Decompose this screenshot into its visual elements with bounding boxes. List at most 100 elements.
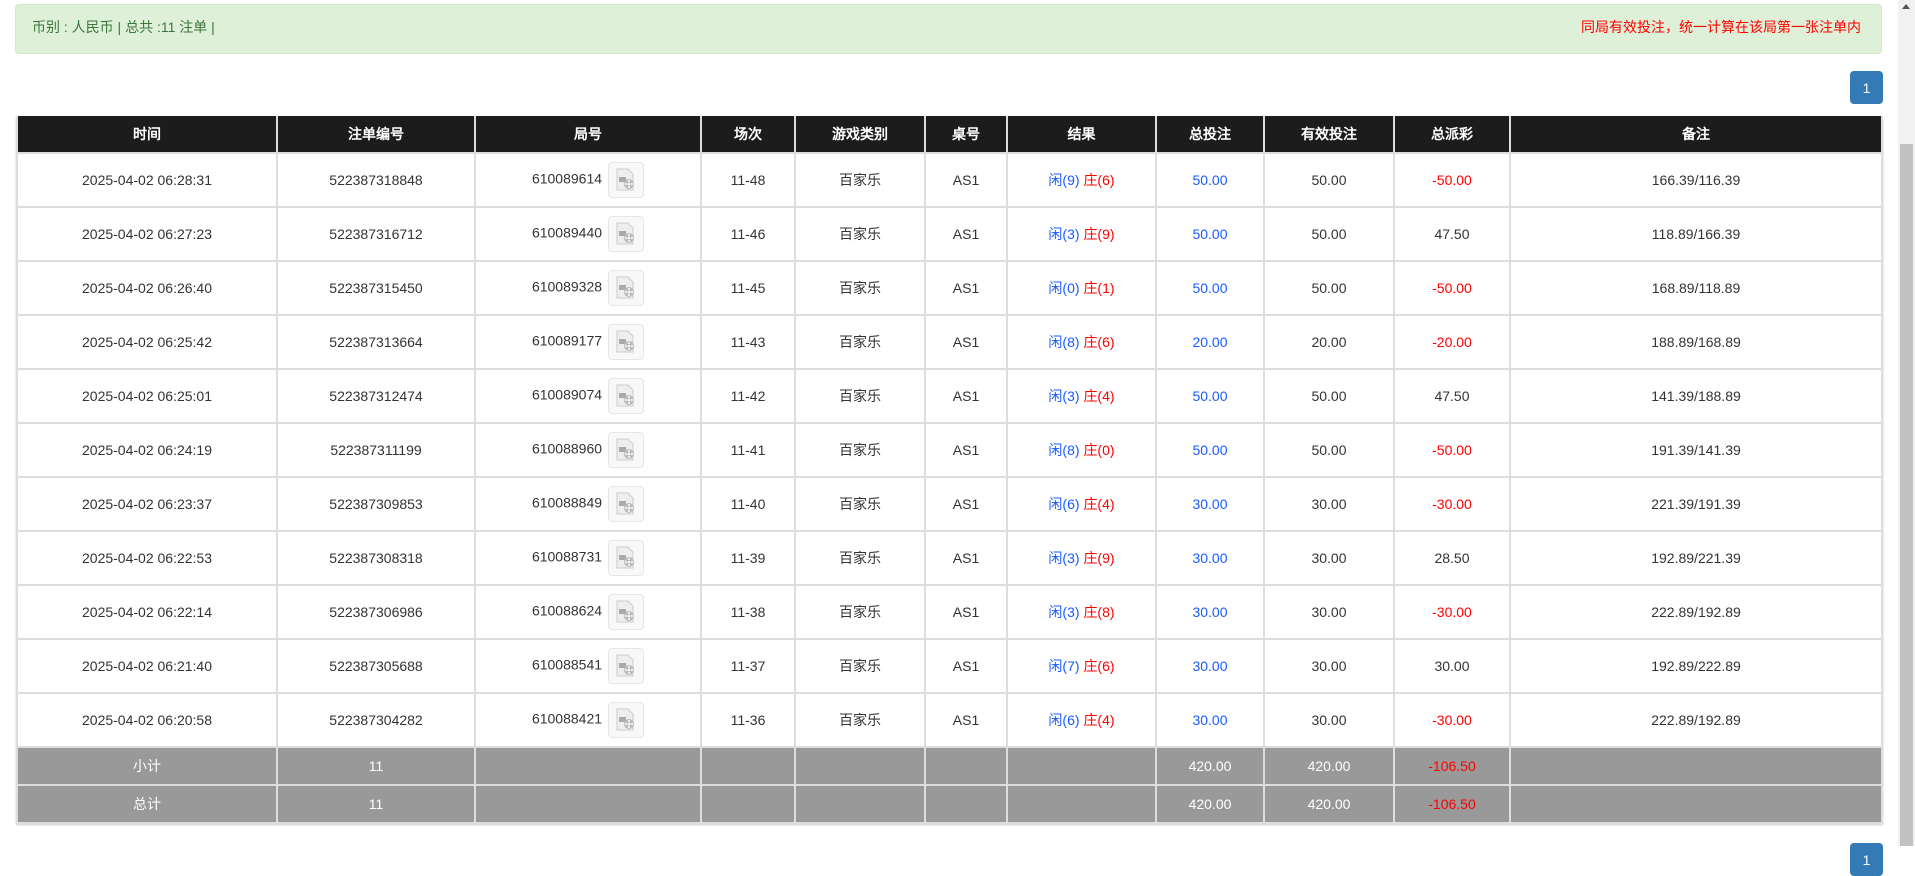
video-file-icon[interactable] (608, 324, 645, 360)
round-id: 610089328 (531, 278, 603, 295)
shoe: 11-46 (730, 226, 766, 242)
round-id: 610088421 (531, 710, 603, 727)
page-1-button-bottom[interactable]: 1 (1850, 843, 1883, 876)
total-bet: 50.00 (1192, 172, 1228, 188)
player-result: 闲(3) (1048, 226, 1080, 242)
banker-result: 庄(9) (1083, 226, 1115, 242)
total-bet: 20.00 (1192, 334, 1228, 350)
subtotal-valid: 420.00 (1307, 758, 1351, 774)
video-file-icon[interactable] (608, 378, 645, 414)
banker-result: 庄(4) (1083, 388, 1115, 404)
payout: -50.00 (1432, 280, 1472, 296)
table-id: AS1 (952, 280, 980, 296)
table-row: 2025-04-02 06:24:19 522387311199 610088960… (16, 422, 1883, 478)
game-type: 百家乐 (839, 280, 881, 296)
game-type: 百家乐 (839, 442, 881, 458)
video-file-icon[interactable] (608, 486, 645, 522)
game-type: 百家乐 (839, 550, 881, 566)
shoe: 11-45 (730, 280, 766, 296)
balance-note: 166.39/116.39 (1651, 172, 1741, 188)
round-id: 610089074 (531, 386, 603, 403)
round-id: 610088849 (531, 494, 603, 511)
valid-bet: 50.00 (1311, 280, 1347, 296)
balance-note: 221.39/191.39 (1651, 496, 1741, 512)
table-row: 2025-04-02 06:26:40 522387315450 610089328… (16, 260, 1883, 316)
shoe: 11-36 (730, 712, 766, 728)
valid-bet: 30.00 (1311, 550, 1347, 566)
valid-bet: 30.00 (1311, 658, 1347, 674)
shoe: 11-37 (730, 658, 766, 674)
video-file-icon[interactable] (608, 432, 645, 468)
banker-result: 庄(0) (1083, 442, 1115, 458)
page-1-button[interactable]: 1 (1850, 71, 1883, 104)
video-file-icon[interactable] (608, 162, 645, 198)
bet-time: 2025-04-02 06:20:58 (82, 712, 212, 728)
round-id: 610089177 (531, 332, 603, 349)
banker-result: 庄(8) (1083, 604, 1115, 620)
table-row: 2025-04-02 06:22:14 522387306986 610088624… (16, 584, 1883, 640)
player-result: 闲(8) (1048, 442, 1080, 458)
bet-time: 2025-04-02 06:21:40 (82, 658, 212, 674)
table-id: AS1 (952, 172, 980, 188)
player-result: 闲(8) (1048, 334, 1080, 350)
scrollbar-thumb[interactable] (1900, 144, 1913, 846)
payout: -30.00 (1432, 712, 1472, 728)
bet-time: 2025-04-02 06:25:42 (82, 334, 212, 350)
bet-id: 522387305688 (329, 658, 423, 674)
payout: -50.00 (1432, 442, 1472, 458)
subtotal-total: 420.00 (1188, 758, 1232, 774)
payout: 47.50 (1434, 388, 1470, 404)
round-id: 610089440 (531, 224, 603, 241)
table-id: AS1 (952, 496, 980, 512)
payout: -30.00 (1432, 496, 1472, 512)
player-result: 闲(3) (1048, 388, 1080, 404)
valid-bet: 30.00 (1311, 604, 1347, 620)
bet-id: 522387304282 (329, 712, 423, 728)
round-id: 610088624 (531, 602, 603, 619)
total-bet: 30.00 (1192, 658, 1228, 674)
game-type: 百家乐 (839, 658, 881, 674)
round-id: 610088541 (531, 656, 603, 673)
game-type: 百家乐 (839, 496, 881, 512)
player-result: 闲(7) (1048, 658, 1080, 674)
video-file-icon[interactable] (608, 270, 645, 306)
balance-note: 222.89/192.89 (1651, 604, 1741, 620)
table-row: 2025-04-02 06:20:58 522387304282 610088421… (16, 692, 1883, 748)
video-file-icon[interactable] (608, 540, 645, 576)
subtotal-label: 小计 (133, 758, 161, 774)
bet-id: 522387312474 (329, 388, 423, 404)
banker-result: 庄(9) (1083, 550, 1115, 566)
bet-table: 时间 注单编号 局号 场次 游戏类别 桌号 结果 总投注 有效投注 总派彩 备注 2025-04-0… (16, 116, 1883, 824)
bet-time: 2025-04-02 06:26:40 (82, 280, 212, 296)
game-type: 百家乐 (839, 226, 881, 242)
video-file-icon[interactable] (608, 216, 645, 252)
valid-bet: 50.00 (1311, 226, 1347, 242)
game-type: 百家乐 (839, 334, 881, 350)
video-file-icon[interactable] (608, 594, 645, 630)
shoe: 11-40 (730, 496, 766, 512)
grandtotal-total: 420.00 (1188, 796, 1232, 812)
player-result: 闲(6) (1048, 712, 1080, 728)
video-file-icon[interactable] (608, 702, 645, 738)
player-result: 闲(0) (1048, 280, 1080, 296)
scroll-up-arrow-icon[interactable] (1902, 4, 1910, 9)
scrollbar[interactable] (1898, 0, 1915, 846)
shoe: 11-48 (730, 172, 766, 188)
table-id: AS1 (952, 388, 980, 404)
column-header: 结果 (1006, 116, 1157, 154)
bet-time: 2025-04-02 06:23:37 (82, 496, 212, 512)
bet-id: 522387318848 (329, 172, 423, 188)
payout: 30.00 (1434, 658, 1470, 674)
valid-bet: 50.00 (1311, 442, 1347, 458)
round-id: 610088731 (531, 548, 603, 565)
total-bet: 30.00 (1192, 604, 1228, 620)
total-bet: 30.00 (1192, 496, 1228, 512)
payout: 47.50 (1434, 226, 1470, 242)
balance-note: 168.89/118.89 (1651, 280, 1741, 296)
video-file-icon[interactable] (608, 648, 645, 684)
table-row: 2025-04-02 06:23:37 522387309853 610088849… (16, 476, 1883, 532)
payout: 28.50 (1434, 550, 1470, 566)
grandtotal-label: 总计 (133, 796, 161, 812)
total-bet: 30.00 (1192, 550, 1228, 566)
table-row: 2025-04-02 06:25:01 522387312474 610089074… (16, 368, 1883, 424)
